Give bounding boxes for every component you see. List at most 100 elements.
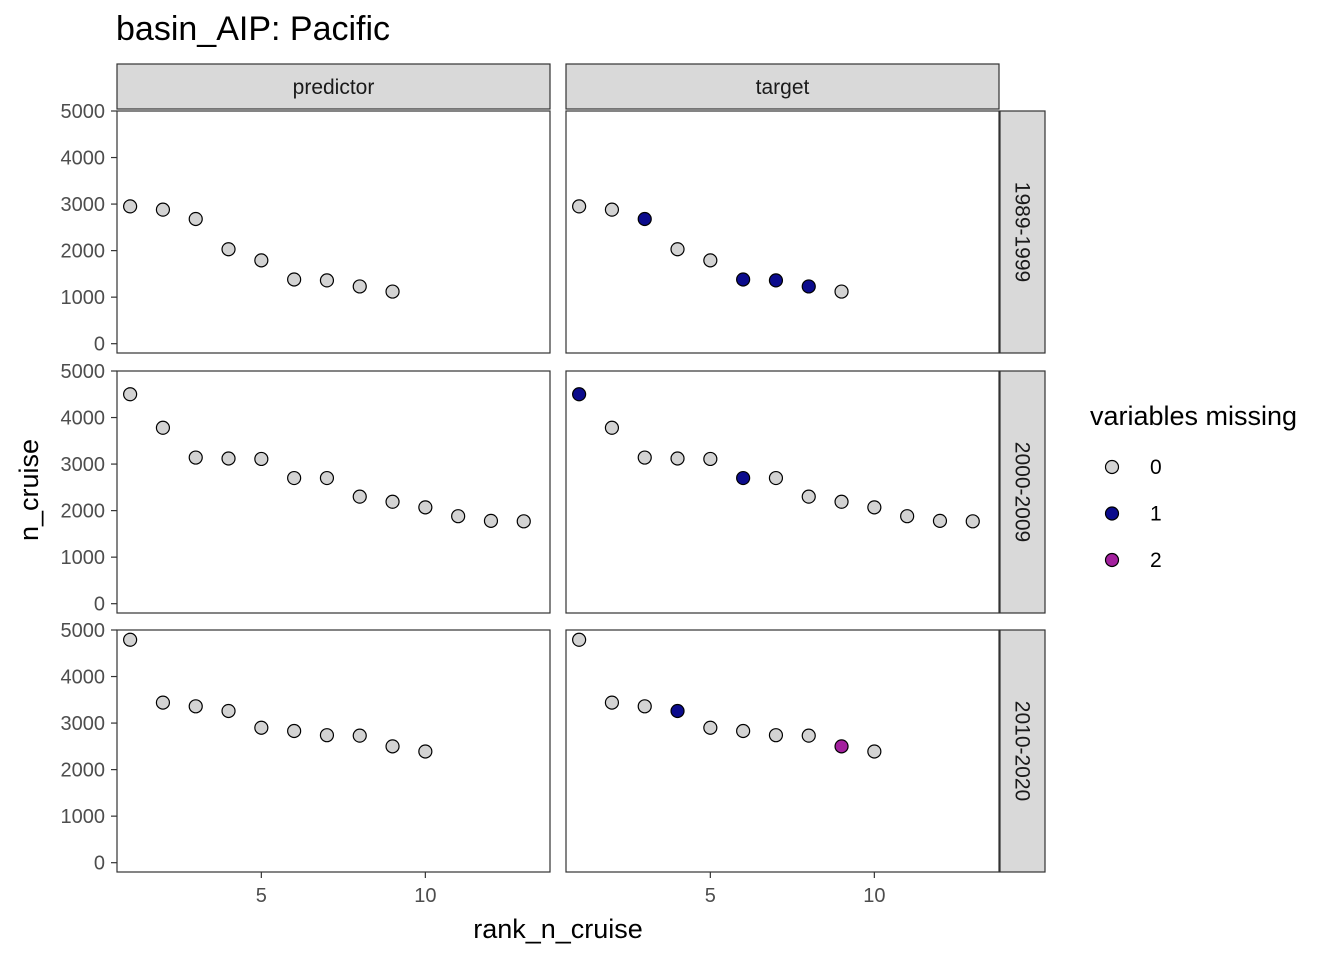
legend-key-0 <box>1104 459 1120 475</box>
legend-label-0: 0 <box>1150 456 1162 479</box>
data-point <box>352 279 367 294</box>
x-tick-label: 10 <box>414 885 436 907</box>
x-tick-label: 5 <box>256 885 267 907</box>
panel-border <box>116 629 551 873</box>
x-tick-label: 10 <box>863 885 885 907</box>
data-point <box>188 699 203 714</box>
data-point <box>221 242 236 257</box>
data-point <box>352 728 367 743</box>
panel-border <box>565 629 1000 873</box>
y-tick-label: 2000 <box>61 760 106 782</box>
panel-predictor-2000-2009 <box>116 370 551 614</box>
y-tick-label: 5000 <box>61 620 106 642</box>
data-point <box>572 199 587 214</box>
y-tick-label: 5000 <box>61 101 106 123</box>
data-point <box>768 273 784 288</box>
data-point <box>385 284 400 299</box>
data-point <box>932 513 948 528</box>
data-point <box>768 728 784 743</box>
data-point <box>965 514 980 529</box>
y-tick-label: 3000 <box>61 194 106 216</box>
data-point <box>604 695 620 710</box>
y-tick-label: 1000 <box>61 806 106 828</box>
data-point <box>834 739 849 754</box>
data-point <box>221 451 236 466</box>
data-point <box>637 699 652 714</box>
data-point <box>221 703 236 719</box>
strip-label-target: target <box>756 76 810 99</box>
panel-border <box>116 110 551 354</box>
panel-target-2000-2009 <box>565 370 1000 614</box>
y-tick-label: 0 <box>94 334 105 356</box>
data-point <box>703 253 718 268</box>
panel-predictor-2010-2020 <box>116 629 551 873</box>
strip-target <box>565 63 1000 110</box>
data-point <box>703 451 718 467</box>
data-point <box>254 451 269 467</box>
data-point <box>703 720 718 735</box>
legend-label-1: 1 <box>1150 503 1162 526</box>
panel-target-1989-1999 <box>565 110 1000 354</box>
x-axis-title: rank_n_cruise <box>473 914 643 944</box>
data-point <box>319 728 335 743</box>
y-tick-label: 3000 <box>61 454 106 476</box>
data-point <box>801 489 816 504</box>
data-point <box>572 632 587 647</box>
y-tick-label: 0 <box>94 853 105 875</box>
data-point <box>155 202 171 217</box>
chart-title: basin_AIP: Pacific <box>116 10 390 48</box>
data-point <box>834 494 849 509</box>
legend: variables missing 0 1 2 <box>1090 401 1297 572</box>
strip-2010-2020 <box>999 629 1046 873</box>
data-point <box>418 500 433 515</box>
strip-label-1989-1999: 1989-1999 <box>1011 182 1034 282</box>
data-point <box>155 420 171 435</box>
strip-predictor <box>116 63 551 110</box>
x-tick-label: 5 <box>705 885 716 907</box>
y-axis-title: n_cruise <box>14 439 44 541</box>
strip-1989-1999 <box>999 110 1046 354</box>
data-point <box>287 723 302 739</box>
y-tick-label: 1000 <box>61 547 106 569</box>
panel-predictor-1989-1999 <box>116 110 551 354</box>
data-point <box>319 470 335 486</box>
data-point <box>670 703 685 719</box>
data-point <box>254 720 269 735</box>
data-point <box>572 387 587 402</box>
data-point <box>123 199 138 214</box>
panel-target-2010-2020 <box>565 629 1000 873</box>
data-point <box>867 500 882 515</box>
data-point <box>123 387 138 402</box>
data-point <box>670 451 685 466</box>
data-point <box>604 420 620 435</box>
y-tick-label: 4000 <box>61 148 106 170</box>
y-tick-label: 4000 <box>61 667 106 689</box>
data-point <box>155 695 171 710</box>
data-point <box>352 489 367 504</box>
legend-key-1 <box>1104 506 1120 521</box>
data-point <box>123 632 138 647</box>
y-tick-label: 1000 <box>61 287 106 309</box>
y-tick-label: 3000 <box>61 713 106 735</box>
data-point <box>736 272 751 287</box>
data-point <box>418 744 433 759</box>
y-tick-label: 5000 <box>61 361 106 383</box>
strip-label-predictor: predictor <box>293 76 375 99</box>
data-point <box>385 494 400 509</box>
data-point <box>287 470 302 486</box>
y-tick-label: 2000 <box>61 501 106 523</box>
panel-border <box>116 370 551 614</box>
data-point <box>736 723 751 739</box>
data-point <box>287 272 302 287</box>
data-point <box>670 242 685 257</box>
strip-label-2010-2020: 2010-2020 <box>1011 701 1034 801</box>
panel-border <box>565 370 1000 614</box>
data-point <box>254 253 269 268</box>
legend-key-2 <box>1104 552 1120 568</box>
data-point <box>483 513 499 528</box>
data-point <box>900 509 915 524</box>
data-point <box>801 728 816 743</box>
data-point <box>834 284 849 299</box>
data-point <box>604 202 620 217</box>
